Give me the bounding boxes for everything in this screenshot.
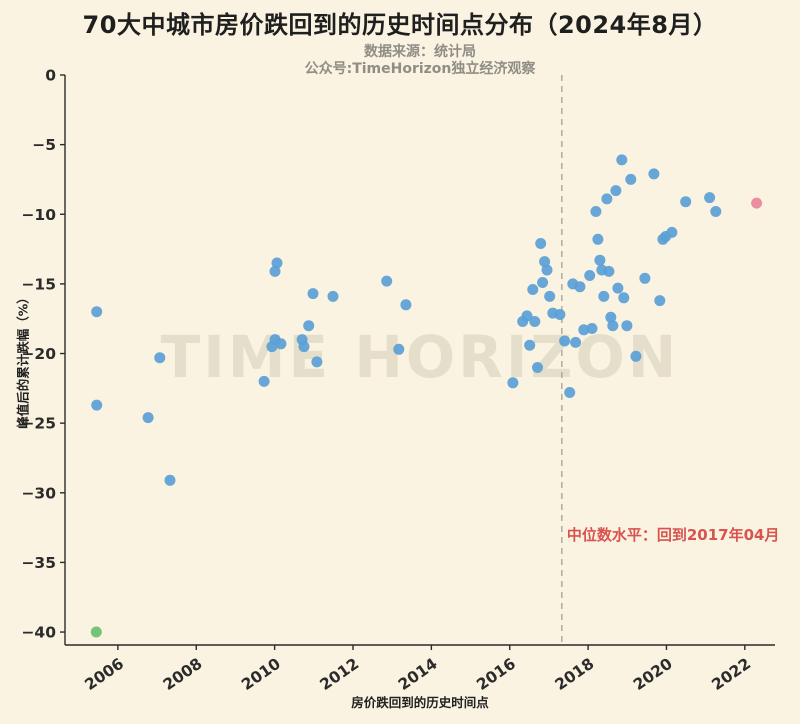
y-axis-label: 峰值后的累计跌幅（%） [15,291,31,429]
svg-text:2016: 2016 [473,655,519,694]
svg-text:2010: 2010 [238,654,284,694]
svg-text:−5: −5 [32,136,56,154]
svg-text:2022: 2022 [708,655,754,694]
svg-text:−40: −40 [21,624,56,642]
svg-text:−25: −25 [21,415,56,433]
svg-text:−15: −15 [21,275,56,293]
subtitle-wechat-account: 公众号:TimeHorizon独立经济观察 [304,61,536,77]
chart-subtitle: 数据来源：统计局 公众号:TimeHorizon独立经济观察 [40,44,800,78]
watermark-text: TIME HORIZON [160,323,680,391]
subtitle-data-source: 数据来源：统计局 [364,44,476,60]
x-axis-label: 房价跌回到的历史时间点 [351,695,489,710]
svg-text:−20: −20 [21,345,56,363]
svg-text:−35: −35 [21,554,56,572]
svg-text:2020: 2020 [630,654,676,694]
svg-text:2008: 2008 [160,655,206,694]
svg-text:0: 0 [45,67,56,85]
svg-text:−10: −10 [21,206,56,224]
svg-text:2012: 2012 [317,655,363,694]
median-annotation: 中位数水平：回到2017年04月 [566,526,780,544]
svg-text:2018: 2018 [552,655,598,694]
svg-text:2006: 2006 [82,655,128,694]
svg-text:2014: 2014 [395,654,441,694]
svg-text:−30: −30 [21,484,56,502]
chart-title: 70大中城市房价跌回到的历史时间点分布（2024年8月） [82,11,718,39]
